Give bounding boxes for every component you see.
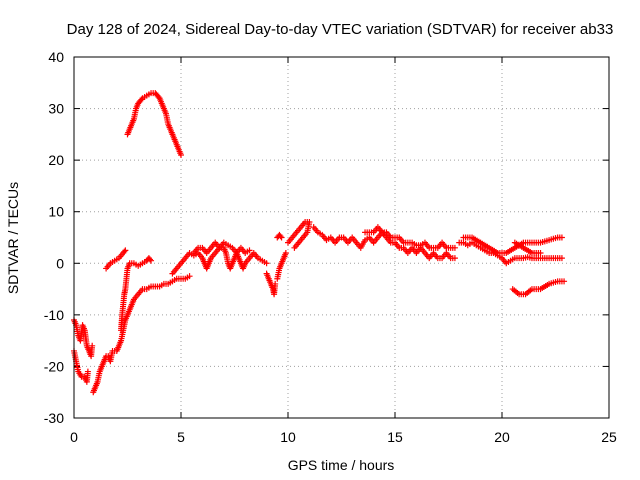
data-point (89, 342, 96, 349)
data-point (277, 233, 284, 240)
series-arc-j (274, 249, 289, 282)
data-point (148, 257, 155, 264)
x-tick-label: 20 (494, 429, 510, 445)
series-arc-q (511, 239, 544, 256)
y-tick-label: 30 (48, 101, 64, 117)
data-point (186, 273, 193, 280)
data-point (291, 244, 298, 251)
data-marks (71, 90, 568, 396)
series-arc-d (103, 247, 129, 272)
data-point (146, 256, 153, 263)
x-axis-label: GPS time / hours (288, 457, 395, 473)
data-point (558, 234, 565, 241)
x-tick-label: 10 (280, 429, 296, 445)
series-arc-c (90, 273, 193, 396)
plot-frame (73, 56, 610, 419)
y-tick-label: 20 (48, 152, 64, 168)
data-point (178, 151, 184, 158)
data-point (558, 255, 565, 262)
data-point (263, 260, 270, 267)
chart-title: Day 128 of 2024, Sidereal Day-to-day VTE… (67, 21, 614, 38)
series-arc-a (71, 317, 96, 360)
y-tick-label: -20 (44, 358, 64, 374)
series-arc-h (190, 239, 253, 256)
series-arc-p (460, 234, 565, 256)
y-axis-label: SDTVAR / TECUs (5, 182, 21, 294)
data-point (84, 368, 91, 375)
data-point (451, 244, 458, 251)
data-point (451, 255, 458, 262)
y-tick-label: 10 (48, 204, 64, 220)
data-point (122, 247, 129, 254)
axis-ticks: 0 5 10 15 20 25 -30 -20 -10 0 10 20 30 40 (44, 49, 617, 445)
data-point (138, 96, 145, 103)
series-arc-k (274, 231, 285, 241)
series-arc-g (169, 244, 270, 277)
data-point (272, 280, 279, 287)
series-arc-i (263, 270, 279, 298)
data-point (246, 247, 253, 254)
series-arc-o (456, 239, 565, 267)
series-arc-m (310, 224, 458, 262)
series-arc-n (362, 224, 458, 251)
data-point (155, 93, 162, 100)
y-tick-label: -30 (44, 410, 64, 426)
x-tick-label: 15 (387, 429, 403, 445)
y-tick-label: -10 (44, 307, 64, 323)
data-point (278, 234, 285, 241)
x-tick-label: 0 (70, 429, 78, 445)
y-tick-label: 40 (48, 49, 64, 65)
data-point (121, 248, 128, 255)
y-tick-label: 0 (56, 255, 64, 271)
series-arc-r (509, 278, 568, 298)
series-arc-f (124, 90, 184, 158)
data-point (282, 249, 289, 256)
data-point (561, 278, 568, 285)
data-point (537, 249, 544, 256)
series-arc-l (285, 219, 313, 251)
x-tick-label: 25 (601, 429, 617, 445)
x-tick-label: 5 (177, 429, 185, 445)
series-arc-e (118, 255, 155, 334)
